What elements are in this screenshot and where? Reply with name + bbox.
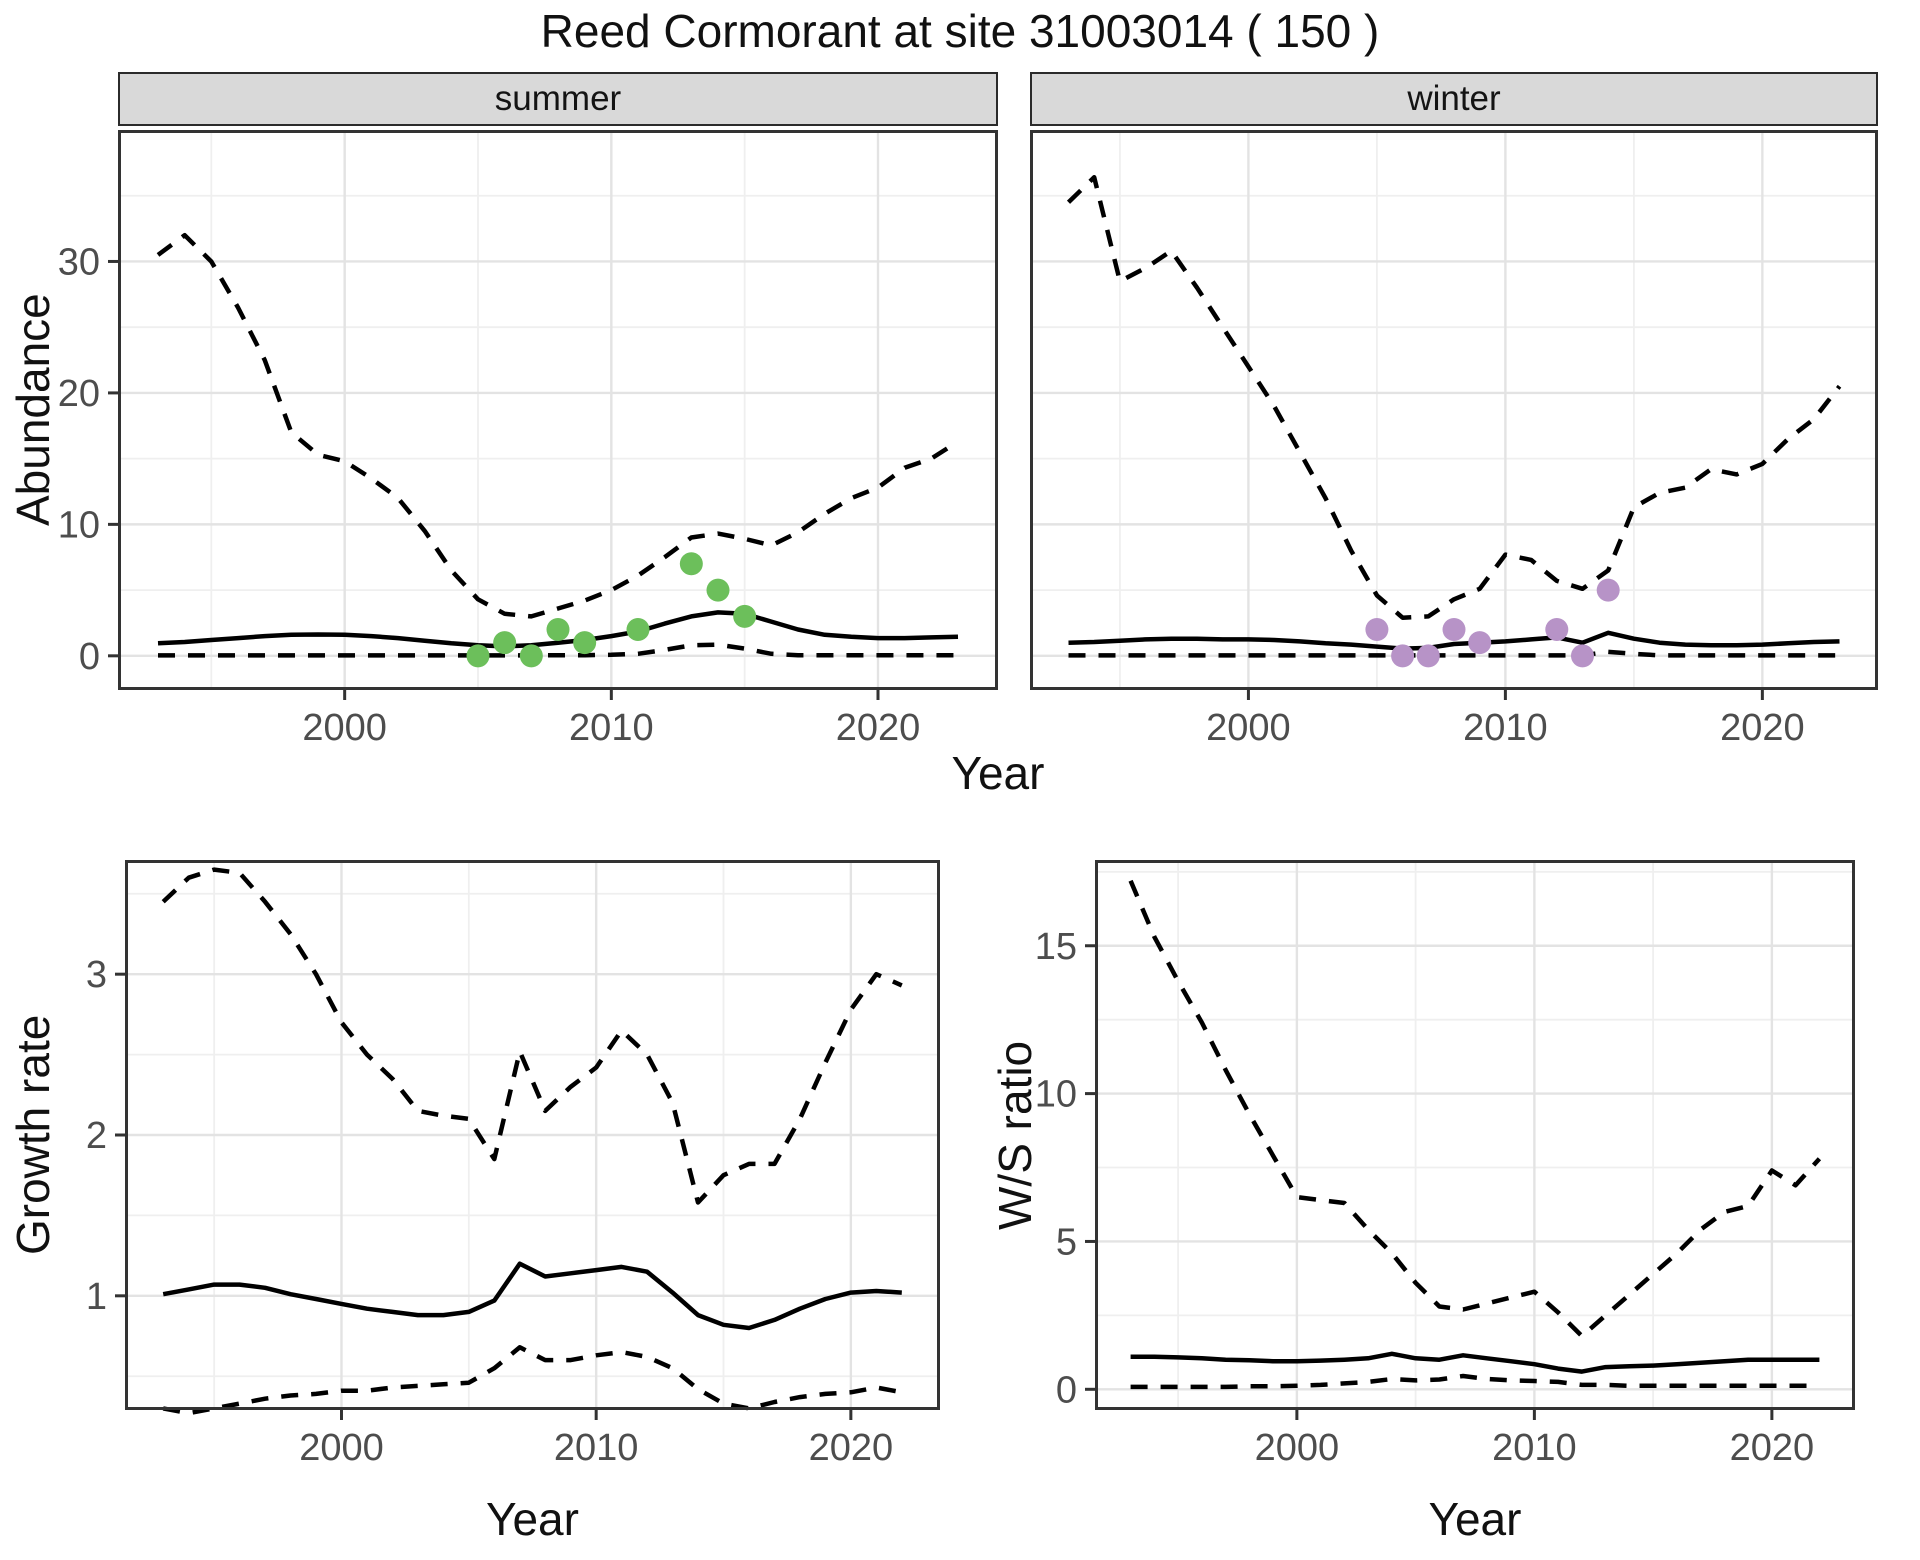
svg-text:0: 0	[1056, 1369, 1077, 1411]
svg-text:20: 20	[58, 373, 100, 415]
growth-rate-panel: 2000 2010 2020 1 2 3	[86, 860, 940, 1469]
svg-text:2000: 2000	[299, 1427, 384, 1469]
svg-text:2: 2	[86, 1115, 107, 1157]
svg-text:2010: 2010	[1463, 707, 1548, 749]
svg-text:10: 10	[58, 504, 100, 546]
svg-text:2020: 2020	[836, 707, 921, 749]
svg-text:2010: 2010	[569, 707, 654, 749]
figure-title: Reed Cormorant at site 31003014 ( 150 )	[540, 5, 1380, 57]
svg-text:15: 15	[1035, 926, 1077, 968]
svg-text:1: 1	[86, 1276, 107, 1318]
svg-text:2020: 2020	[809, 1427, 894, 1469]
facet-label-summer: summer	[494, 79, 622, 118]
summer-abundance-panel: 2000 2010 2020 0 10 20 30	[58, 130, 998, 749]
facet-label-winter: winter	[1407, 79, 1501, 118]
svg-text:2000: 2000	[1206, 707, 1291, 749]
svg-text:2020: 2020	[1730, 1427, 1815, 1469]
svg-text:2000: 2000	[302, 707, 387, 749]
facet-strip-summer: summer	[118, 72, 998, 126]
svg-text:2000: 2000	[1255, 1427, 1340, 1469]
x-axis-title-top: Year	[951, 747, 1045, 799]
svg-text:2010: 2010	[1492, 1427, 1577, 1469]
y-axis-title-growth-rate: Growth rate	[7, 1014, 59, 1256]
svg-text:2020: 2020	[1720, 707, 1805, 749]
svg-text:5: 5	[1056, 1221, 1077, 1263]
svg-text:0: 0	[79, 636, 100, 678]
svg-text:3: 3	[86, 954, 107, 996]
facet-strip-winter: winter	[1030, 72, 1878, 126]
ws-ratio-panel: 2000 2010 2020 0 5 10 15	[1035, 860, 1855, 1469]
winter-abundance-panel: 2000 2010 2020	[1030, 130, 1878, 749]
svg-text:10: 10	[1035, 1074, 1077, 1116]
x-axis-title-ws: Year	[1428, 1493, 1522, 1545]
y-axis-title-abundance: Abundance	[7, 293, 59, 527]
svg-text:30: 30	[58, 241, 100, 283]
x-axis-title-growth: Year	[486, 1493, 579, 1545]
svg-text:2010: 2010	[554, 1427, 639, 1469]
